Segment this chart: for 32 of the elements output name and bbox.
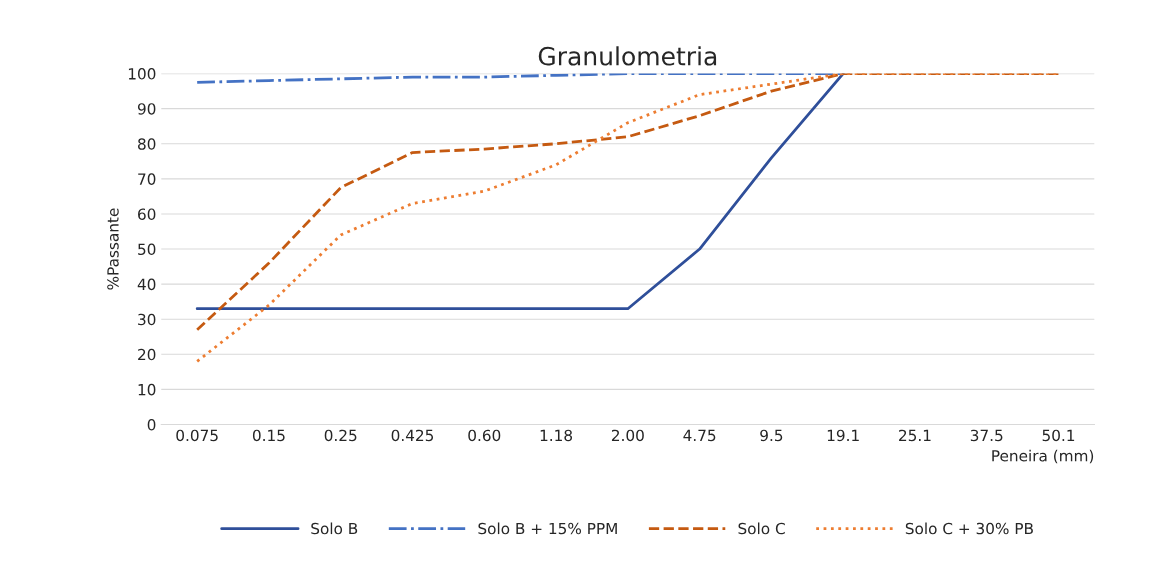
legend-label: Solo B bbox=[311, 522, 358, 535]
y-tick-label: 0 bbox=[147, 418, 156, 431]
x-tick-label: 4.75 bbox=[683, 429, 716, 442]
y-axis-title: %Passante bbox=[107, 208, 119, 290]
x-tick-label: 9.5 bbox=[760, 429, 783, 442]
line-series bbox=[195, 73, 845, 311]
x-tick-label: 19.1 bbox=[827, 429, 859, 442]
legend-label: Solo B + 15% PPM bbox=[478, 522, 617, 535]
x-tick-label: 0.075 bbox=[176, 429, 218, 442]
legend-label: Solo C bbox=[738, 522, 785, 535]
x-tick-label: 25.1 bbox=[899, 429, 931, 442]
x-tick-label: 0.425 bbox=[391, 429, 434, 442]
y-tick-label: 20 bbox=[138, 348, 156, 361]
y-tick-label: 70 bbox=[138, 173, 156, 185]
x-axis-title: Peneira (mm) bbox=[992, 449, 1094, 464]
y-tick-label: 50 bbox=[138, 243, 156, 256]
y-tick-label: 10 bbox=[138, 383, 156, 396]
x-tick-label: 0.15 bbox=[252, 429, 285, 442]
y-tick-label: 60 bbox=[138, 208, 156, 220]
x-tick-label: 50.1 bbox=[1042, 429, 1075, 442]
y-tick-label: 80 bbox=[138, 138, 156, 150]
x-tick-label: 37.5 bbox=[970, 429, 1003, 442]
x-tick-label: 0.60 bbox=[468, 429, 501, 442]
y-tick-label: 40 bbox=[137, 278, 156, 291]
y-tick-label: 90 bbox=[137, 103, 156, 115]
x-tick-label: 1.18 bbox=[540, 429, 573, 442]
y-tick-label: 100 bbox=[128, 68, 156, 80]
x-tick-label: 0.25 bbox=[324, 429, 357, 442]
x-tick-label: 2.00 bbox=[611, 429, 644, 442]
chart-title: Granulometria bbox=[538, 46, 717, 66]
y-tick-label: 30 bbox=[138, 313, 156, 326]
legend-label: Solo C + 30% PB bbox=[905, 522, 1033, 535]
